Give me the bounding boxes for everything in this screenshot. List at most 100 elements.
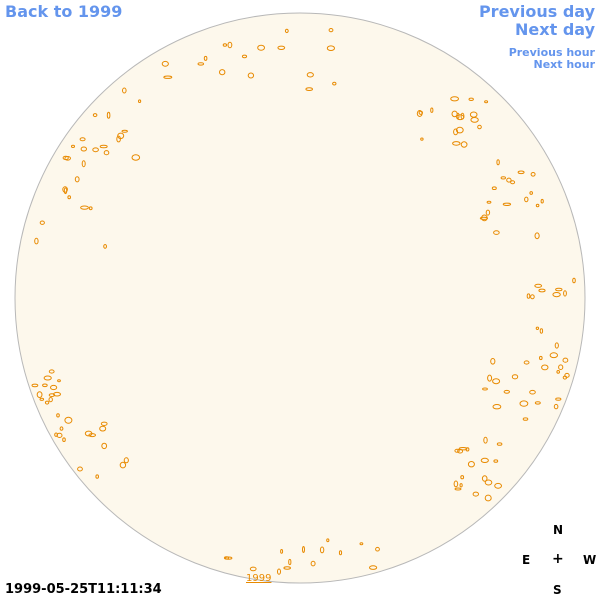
contour-mark	[71, 144, 75, 148]
contour-mark	[288, 558, 292, 566]
contour-mark	[526, 293, 531, 299]
contour-mark	[64, 156, 71, 161]
contour-mark	[36, 391, 43, 399]
contour-mark	[283, 566, 292, 570]
contour-mark	[484, 494, 492, 502]
contour-mark	[477, 124, 482, 130]
contour-mark	[122, 87, 127, 94]
contour-mark	[48, 369, 55, 374]
contour-mark	[563, 290, 567, 297]
year-link[interactable]: 1999	[246, 573, 272, 584]
next-day-link[interactable]: Next day	[515, 20, 595, 39]
previous-hour-link[interactable]: Previous hour	[508, 46, 595, 59]
contour-mark	[79, 137, 86, 142]
contour-mark	[53, 391, 61, 397]
contour-mark	[42, 383, 48, 388]
contour-mark	[450, 96, 460, 102]
contour-mark	[529, 191, 534, 195]
compass-east-label: E	[522, 553, 531, 567]
contour-mark	[257, 44, 266, 51]
contour-mark	[487, 374, 493, 382]
contour-mark	[84, 430, 93, 437]
contour-mark	[555, 287, 563, 292]
contour-mark	[481, 214, 488, 222]
contour-mark	[555, 397, 562, 401]
contour-mark	[493, 230, 500, 235]
contour-mark	[64, 416, 73, 424]
contour-mark	[465, 447, 470, 452]
contour-mark	[161, 60, 169, 67]
contour-mark	[530, 172, 536, 177]
contour-mark	[219, 69, 226, 76]
contour-mark	[326, 538, 330, 543]
contour-mark	[57, 379, 61, 383]
contour-mark	[302, 546, 305, 553]
previous-day-link[interactable]: Previous day	[478, 2, 595, 21]
contour-mark	[468, 97, 474, 102]
contour-mark	[119, 461, 127, 469]
contour-mark	[484, 479, 493, 486]
contour-mark	[103, 244, 107, 249]
contour-mark	[131, 154, 141, 161]
contour-mark	[553, 403, 559, 410]
contour-mark	[459, 483, 463, 488]
contour-mark	[552, 292, 561, 298]
contour-mark	[359, 542, 364, 546]
contour-mark	[455, 126, 464, 134]
next-hour-link[interactable]: Next hour	[533, 58, 596, 71]
contour-mark	[454, 448, 460, 453]
contour-mark	[62, 437, 66, 443]
contour-mark	[39, 397, 45, 401]
contour-mark	[99, 425, 107, 432]
contour-mark	[92, 147, 99, 153]
contour-mark	[420, 137, 424, 141]
contour-mark	[241, 54, 248, 59]
contour-mark	[59, 426, 64, 431]
contour-mark	[523, 360, 530, 365]
contour-mark	[369, 565, 378, 570]
contour-mark	[485, 209, 491, 216]
contour-mark	[540, 198, 544, 204]
contour-mark	[101, 442, 108, 450]
solar-disk	[14, 12, 586, 584]
contour-mark	[106, 111, 111, 119]
contour-mark	[502, 202, 512, 207]
contour-mark	[62, 186, 68, 193]
compass-south-label: S	[553, 583, 562, 597]
contour-mark	[522, 417, 529, 421]
contour-mark	[491, 186, 497, 190]
contour-mark	[310, 560, 316, 567]
contour-mark	[500, 176, 506, 180]
contour-mark	[562, 357, 569, 363]
contour-mark	[48, 397, 53, 403]
contour-mark	[506, 177, 512, 183]
contour-mark	[121, 129, 128, 133]
contour-mark	[44, 400, 50, 405]
contour-mark	[197, 62, 205, 66]
compass-north-label: N	[553, 523, 564, 537]
contour-mark	[454, 487, 462, 491]
compass-west-label: W	[583, 553, 597, 567]
contour-mark	[95, 474, 99, 479]
observation-timestamp: 1999-05-25T11:11:34	[5, 582, 162, 597]
contour-mark	[375, 546, 380, 552]
contour-mark	[524, 196, 529, 203]
contour-mark	[451, 110, 458, 118]
contour-mark	[92, 113, 98, 118]
contour-mark	[123, 457, 129, 464]
back-to-year-link[interactable]: Back to 1999	[5, 2, 123, 21]
contour-mark	[456, 114, 465, 121]
contour-mark	[305, 87, 314, 91]
contour-mark	[284, 28, 289, 34]
compass-center-icon: +	[552, 551, 564, 567]
contour-mark	[558, 364, 564, 371]
contour-mark	[249, 566, 257, 572]
contour-mark	[277, 45, 286, 50]
contour-mark	[67, 195, 71, 200]
contour-mark	[31, 383, 39, 388]
contour-mark	[482, 387, 488, 391]
contour-mark	[486, 200, 492, 204]
contour-mark	[529, 389, 536, 395]
contour-mark	[328, 28, 334, 33]
